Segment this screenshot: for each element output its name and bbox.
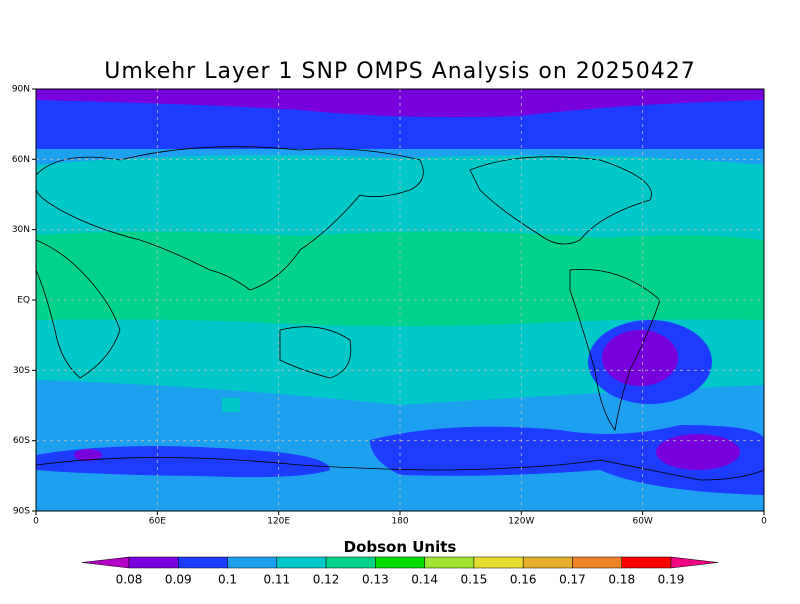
lon-label: 60W bbox=[632, 517, 652, 527]
colorbar: Dobson Units 0.08 0.09 0.1 0.11 0.12 0.13 0.14 0… bbox=[81, 538, 719, 587]
colorbar-label: 0.19 bbox=[658, 573, 685, 587]
colorbar-arrow bbox=[81, 556, 130, 569]
lat-label: 30S bbox=[13, 366, 30, 376]
blob bbox=[602, 330, 678, 386]
colorbar-swatch bbox=[178, 556, 228, 569]
colorbar-title: Dobson Units bbox=[344, 538, 457, 556]
colorbar-label: 0.12 bbox=[313, 573, 340, 587]
colorbar-swatch bbox=[128, 556, 179, 569]
colorbar-swatch bbox=[276, 556, 327, 569]
map-title: Umkehr Layer 1 SNP OMPS Analysis on 2025… bbox=[104, 59, 696, 84]
colorbar-label: 0.16 bbox=[510, 573, 537, 587]
colorbar-swatch bbox=[424, 556, 475, 569]
colorbar-arrow bbox=[670, 556, 719, 569]
colorbar-label: 0.18 bbox=[608, 573, 635, 587]
colorbar-label: 0.14 bbox=[411, 573, 438, 587]
lon-label: 120W bbox=[508, 517, 534, 527]
lat-label: 90N bbox=[12, 85, 30, 95]
lon-label: 0 bbox=[33, 517, 39, 527]
colorbar-label: 0.17 bbox=[559, 573, 586, 587]
colorbar-label: 0.1 bbox=[218, 573, 237, 587]
colorbar-swatch bbox=[473, 556, 524, 569]
band bbox=[36, 446, 330, 478]
lon-label: 180 bbox=[391, 517, 408, 527]
colorbar-swatch bbox=[227, 556, 278, 569]
coastlines bbox=[36, 146, 764, 481]
colorbar-swatch bbox=[621, 556, 672, 569]
lat-label: EQ bbox=[17, 296, 30, 306]
lat-label: 90S bbox=[13, 507, 30, 517]
colorbar-label: 0.15 bbox=[461, 573, 488, 587]
lon-label: 60E bbox=[149, 517, 166, 527]
colorbar-swatch bbox=[572, 556, 622, 569]
colorbar-label: 0.11 bbox=[263, 573, 290, 587]
lon-label: 0 bbox=[761, 517, 767, 527]
blob bbox=[74, 449, 102, 461]
lon-label: 120E bbox=[267, 517, 290, 527]
colorbar-label: 0.09 bbox=[165, 573, 192, 587]
graticule bbox=[36, 89, 764, 511]
colorbar-swatch bbox=[375, 556, 425, 569]
blob bbox=[656, 434, 740, 470]
lat-label: 60N bbox=[12, 155, 30, 165]
colorbar-label: 0.08 bbox=[116, 573, 143, 587]
lat-label: 30N bbox=[12, 225, 30, 235]
colorbar-swatch bbox=[522, 556, 573, 569]
colorbar-label: 0.13 bbox=[362, 573, 389, 587]
lat-label: 60S bbox=[13, 436, 30, 446]
blob bbox=[222, 398, 240, 412]
colorbar-swatch bbox=[325, 556, 376, 569]
